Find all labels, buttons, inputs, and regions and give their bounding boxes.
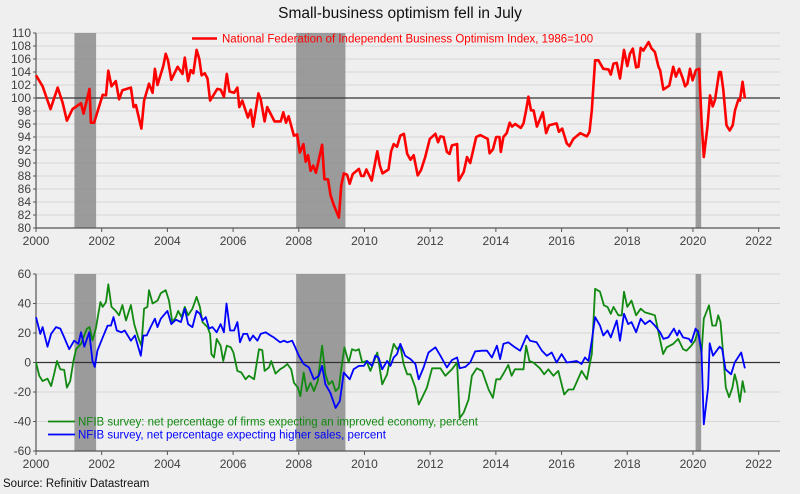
x-tick-label: 2016 (548, 234, 575, 248)
x-tick-label: 2020 (680, 234, 707, 248)
expectations-panel: -60 -40 -20 0 20 40 60 2000 2002 2004 2006 2008 2010… (14, 267, 780, 471)
source-note: Source: Refinitiv Datastream (3, 478, 149, 490)
x-tick-label: 2004 (154, 457, 181, 471)
y-tick-label: 90 (18, 156, 32, 170)
x-tick-label: 2002 (88, 457, 115, 471)
x-tick-label: 2010 (351, 457, 378, 471)
x-tick-label: 2006 (220, 234, 247, 248)
y-tick-label: 80 (18, 221, 32, 235)
top-legend: National Federation of Independent Busin… (192, 34, 593, 46)
x-tick-label: 2008 (285, 457, 312, 471)
y-tick-label: 102 (11, 78, 31, 92)
y-tick-label: -60 (14, 444, 32, 458)
x-tick-label: 2014 (483, 234, 510, 248)
x-tick-label: 2014 (483, 457, 510, 471)
legend-label-sales: NFIB survey, net percentage expecting hi… (78, 430, 387, 442)
y-tick-label: 20 (18, 326, 32, 340)
x-tick-label: 2010 (351, 234, 378, 248)
y-tick-label: 94 (18, 130, 32, 144)
x-tick-label: 2002 (88, 234, 115, 248)
x-tick-label: 2012 (417, 234, 444, 248)
x-tick-label: 2022 (745, 234, 772, 248)
recession-shading (74, 33, 97, 228)
y-tick-label: 108 (11, 39, 31, 53)
series-line-economy (35, 283, 746, 419)
y-tick-label: 96 (18, 117, 32, 131)
x-tick-label: 2008 (285, 234, 312, 248)
x-tick-label: 2000 (23, 234, 50, 248)
series-line-sales (35, 302, 746, 426)
y-tick-label: 40 (18, 297, 32, 311)
recession-shading (296, 33, 346, 228)
y-tick-label: 60 (18, 267, 32, 281)
series-line-optimism (34, 40, 747, 219)
y-tick-label: 92 (18, 143, 32, 157)
y-tick-label: 98 (18, 104, 32, 118)
x-tick-label: 2018 (614, 234, 641, 248)
chart-title: Small-business optimism fell in July (278, 5, 522, 22)
x-tick-label: 2004 (154, 234, 181, 248)
y-tick-label: 88 (18, 169, 32, 183)
x-tick-label: 2020 (680, 457, 707, 471)
y-tick-label: 100 (11, 91, 31, 105)
x-tick-label: 2018 (614, 457, 641, 471)
x-tick-label: 2022 (745, 457, 772, 471)
y-tick-label: 82 (18, 208, 32, 222)
recession-shading (695, 33, 702, 228)
x-tick-label: 2012 (417, 457, 444, 471)
y-tick-label: 104 (11, 65, 31, 79)
bottom-legend: NFIB survey: net percentage of firms exp… (48, 417, 479, 442)
y-tick-label: 84 (18, 195, 32, 209)
legend-label-optimism: National Federation of Independent Busin… (222, 34, 593, 46)
y-tick-label: 86 (18, 182, 32, 196)
y-tick-label: -40 (14, 415, 32, 429)
y-tick-label: 106 (11, 52, 31, 66)
legend-label-economy: NFIB survey: net percentage of firms exp… (78, 417, 479, 429)
x-tick-label: 2006 (220, 457, 247, 471)
y-tick-label: 0 (24, 356, 31, 370)
x-tick-label: 2000 (23, 457, 50, 471)
y-tick-label: 110 (12, 26, 31, 40)
y-tick-label: -20 (14, 385, 32, 399)
x-tick-label: 2016 (548, 457, 575, 471)
